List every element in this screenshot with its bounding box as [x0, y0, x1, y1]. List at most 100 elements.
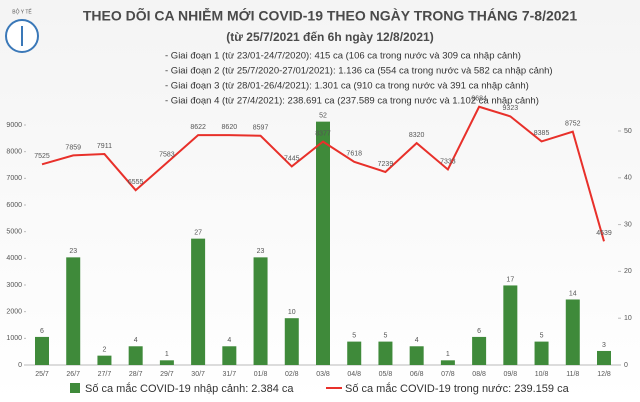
line	[41, 105, 605, 242]
bar	[378, 341, 393, 365]
bar	[503, 285, 518, 365]
line-label: 7859	[65, 144, 81, 151]
y-tick-label: 5000	[6, 229, 22, 236]
bar	[347, 341, 362, 365]
bar-label: 6	[40, 328, 44, 335]
logo-text: BỘ Y TẾ	[12, 8, 32, 15]
bar	[597, 350, 611, 365]
bar	[35, 336, 49, 365]
x-tick-label: 12/8	[597, 371, 611, 378]
y2-tick-label: 20	[624, 268, 632, 275]
x-tick-label: 30/7	[191, 371, 205, 378]
bar-label: 3	[602, 342, 606, 349]
x-tick-label: 04/8	[347, 371, 361, 378]
line-label: 7583	[159, 152, 175, 159]
line-label: 7618	[346, 151, 362, 158]
y-tick-label: 7000	[6, 175, 22, 182]
chart-title: THEO DÕI CA NHIỄM MỚI COVID-19 THEO NGÀY…	[83, 7, 577, 24]
bar	[222, 346, 237, 365]
y-tick-label: 6000	[6, 202, 22, 209]
x-tick-label: 06/8	[410, 371, 424, 378]
bar-label: 23	[257, 248, 265, 255]
legend-label: Số ca mắc COVID-19 trong nước: 239.159 c…	[345, 382, 570, 395]
x-tick-label: 05/8	[379, 371, 393, 378]
bar	[66, 257, 81, 365]
bar-label: 4	[134, 337, 138, 344]
line-label: 8385	[534, 130, 550, 137]
x-tick-label: 31/7	[223, 371, 237, 378]
line-label: 8320	[409, 132, 425, 139]
bar-label: 1	[446, 351, 450, 358]
x-tick-label: 25/7	[35, 371, 49, 378]
chart-subtitle: (từ 25/7/2021 đến 6h ngày 12/8/2021)	[226, 30, 433, 44]
annotation: - Giai đoạn 4 (từ 27/4/2021): 238.691 ca…	[165, 96, 539, 107]
bar-label: 52	[319, 112, 327, 119]
x-tick-label: 03/8	[316, 371, 330, 378]
x-tick-label: 26/7	[66, 371, 80, 378]
bar-label: 23	[69, 248, 77, 255]
legend-label: Số ca mắc COVID-19 nhập cảnh: 2.384 ca	[85, 382, 294, 395]
bar	[534, 341, 549, 365]
bar-label: 6	[477, 328, 481, 335]
bar	[159, 360, 174, 365]
y-tick-label: 0	[18, 362, 22, 369]
line-label: 8377	[315, 130, 331, 137]
annotation: - Giai đoạn 3 (từ 28/01-26/4/2021): 1.30…	[165, 81, 529, 92]
line-label: 8622	[190, 124, 206, 131]
y2-tick-label: 50	[624, 128, 632, 135]
x-tick-label: 02/8	[285, 371, 299, 378]
x-tick-label: 29/7	[160, 371, 174, 378]
bar	[284, 318, 299, 365]
line-label: 7239	[378, 161, 394, 168]
bar-label: 2	[102, 346, 106, 353]
y2-tick-label: 40	[624, 175, 632, 182]
bar-label: 17	[506, 276, 514, 283]
legend-swatch	[70, 383, 80, 393]
y2-tick-label: 30	[624, 221, 632, 228]
x-tick-label: 01/8	[254, 371, 268, 378]
y-tick-label: 9000	[6, 122, 22, 129]
bar	[472, 336, 487, 365]
line-label: 7911	[97, 143, 112, 150]
x-tick-label: 08/8	[472, 371, 486, 378]
bar	[253, 257, 268, 365]
y-tick-label: 4000	[6, 255, 22, 262]
bar	[128, 346, 143, 365]
bar	[316, 121, 330, 365]
line-label: 6555	[128, 179, 144, 186]
line-label: 8752	[565, 120, 581, 127]
line-label: 7445	[284, 155, 300, 162]
bar-label: 5	[383, 332, 387, 339]
y-tick-label: 1000	[6, 335, 22, 342]
bar-label: 4	[227, 337, 231, 344]
line-label: 9684	[471, 96, 487, 103]
line-label: 9323	[503, 105, 519, 112]
bar-label: 10	[288, 309, 296, 316]
y-tick-label: 2000	[6, 309, 22, 316]
bar	[191, 238, 206, 365]
line-label: 8620	[222, 124, 238, 131]
bar-label: 4	[415, 337, 419, 344]
x-tick-label: 10/8	[535, 371, 549, 378]
bar-label: 1	[165, 351, 169, 358]
line-label: 8597	[253, 125, 269, 132]
bar-label: 27	[194, 229, 202, 236]
y2-tick-label: 10	[624, 315, 632, 322]
x-tick-label: 07/8	[441, 371, 455, 378]
y-tick-label: 8000	[6, 149, 22, 156]
bar	[440, 360, 455, 365]
x-tick-label: 09/8	[504, 371, 518, 378]
y2-tick-label: 0	[624, 362, 628, 369]
line-label: 7525	[34, 153, 50, 160]
bar-label: 5	[540, 332, 544, 339]
line-label: 4639	[596, 230, 612, 237]
annotation: - Giai đoạn 1 (từ 23/01-24/7/2020): 415 …	[165, 51, 521, 62]
bar	[409, 346, 424, 365]
x-tick-label: 11/8	[566, 371, 579, 378]
x-tick-label: 28/7	[129, 371, 143, 378]
y-tick-label: 3000	[6, 282, 22, 289]
bar	[97, 355, 112, 365]
annotation: - Giai đoạn 2 (từ 25/7/2020-27/01/2021):…	[165, 66, 553, 77]
bar-label: 14	[569, 290, 577, 297]
